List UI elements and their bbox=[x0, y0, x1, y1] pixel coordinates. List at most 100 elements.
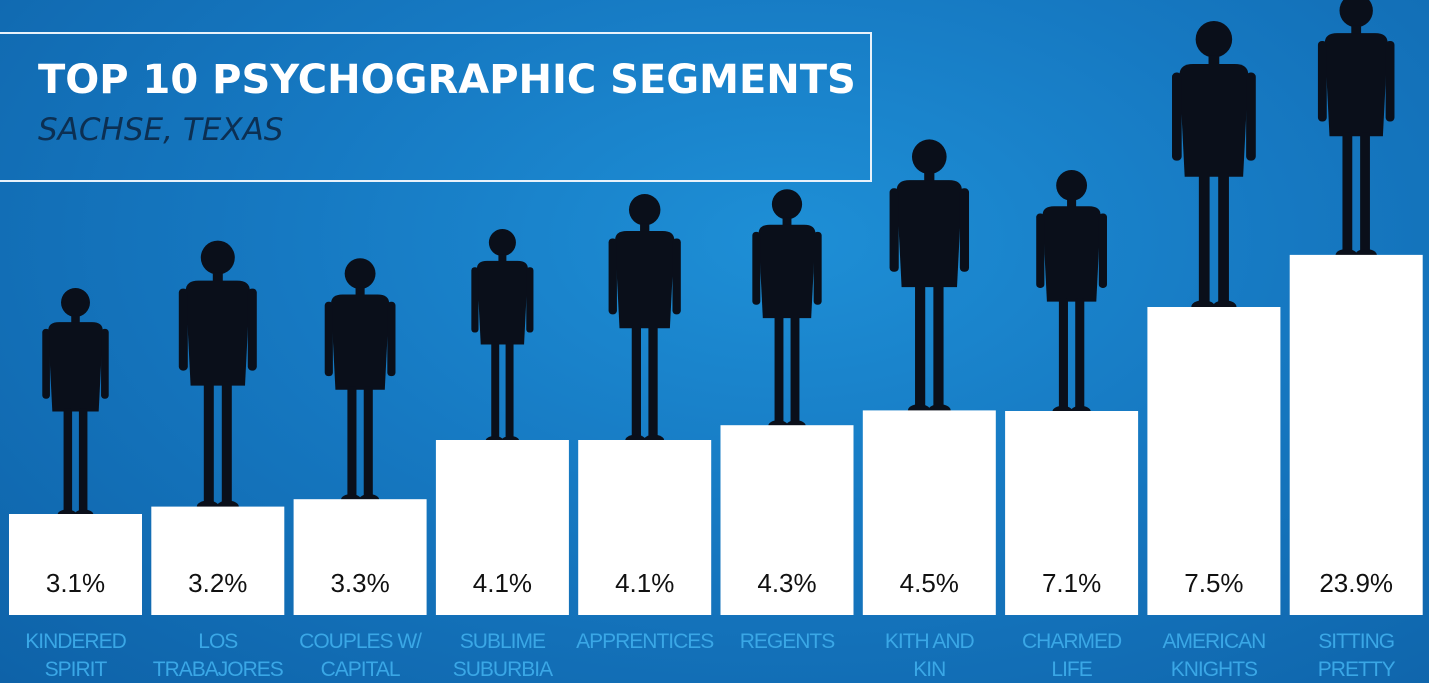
bar bbox=[1147, 307, 1281, 615]
silhouette-leg bbox=[648, 324, 658, 439]
bar bbox=[578, 440, 712, 615]
category-label: APPRENTICES bbox=[576, 630, 714, 653]
person-silhouette-icon bbox=[608, 194, 681, 446]
silhouette-head bbox=[771, 189, 803, 220]
bar bbox=[1005, 411, 1139, 615]
category-label: PRETTY bbox=[1318, 658, 1396, 681]
silhouette-neck bbox=[1351, 25, 1362, 36]
silhouette-arm bbox=[42, 328, 50, 399]
silhouette-leg bbox=[774, 314, 784, 424]
silhouette-torso bbox=[615, 231, 675, 329]
person-silhouette-icon bbox=[178, 240, 257, 513]
bar bbox=[862, 410, 996, 615]
category-label: SUBURBIA bbox=[453, 658, 553, 681]
silhouette-neck bbox=[71, 315, 80, 324]
bar-value-label: 7.5% bbox=[1184, 568, 1243, 598]
silhouette-arm bbox=[1246, 72, 1256, 161]
person-silhouette-icon bbox=[471, 229, 534, 446]
silhouette-head bbox=[911, 139, 947, 175]
bar-value-label: 7.1% bbox=[1042, 568, 1101, 598]
bar bbox=[293, 499, 427, 615]
silhouette-torso bbox=[896, 180, 962, 288]
silhouette-torso bbox=[476, 260, 528, 345]
title-frame bbox=[0, 32, 872, 182]
person-silhouette-icon bbox=[1317, 0, 1395, 261]
bar bbox=[9, 514, 142, 615]
silhouette-leg bbox=[491, 341, 500, 440]
silhouette-arm bbox=[247, 288, 257, 371]
silhouette-neck bbox=[498, 254, 507, 263]
bar bbox=[720, 425, 854, 615]
silhouette-head bbox=[61, 288, 90, 317]
category-label: SITTING bbox=[1318, 630, 1394, 653]
silhouette-arm bbox=[526, 267, 534, 333]
bar-value-label: 3.1% bbox=[46, 568, 105, 598]
bar bbox=[435, 440, 569, 615]
category-label: KITH AND bbox=[885, 630, 975, 653]
silhouette-arm bbox=[324, 301, 333, 377]
person-silhouette-icon bbox=[889, 139, 970, 417]
silhouette-leg bbox=[347, 386, 357, 498]
silhouette-leg bbox=[933, 283, 944, 409]
silhouette-torso bbox=[758, 224, 816, 319]
silhouette-arm bbox=[813, 231, 822, 305]
person-silhouette-icon bbox=[1172, 21, 1256, 314]
silhouette-torso bbox=[48, 322, 103, 412]
silhouette-leg bbox=[1360, 132, 1370, 253]
silhouette-leg bbox=[1342, 132, 1353, 253]
category-label: LOS bbox=[198, 630, 238, 653]
person-silhouette-icon bbox=[324, 258, 396, 506]
silhouette-arm bbox=[752, 231, 761, 305]
silhouette-neck bbox=[924, 171, 935, 183]
bar-value-label: 23.9% bbox=[1319, 568, 1393, 598]
silhouette-leg bbox=[1218, 172, 1229, 305]
silhouette-leg bbox=[790, 314, 800, 424]
silhouette-arm bbox=[889, 188, 899, 272]
silhouette-leg bbox=[1198, 172, 1210, 305]
silhouette-head bbox=[1056, 170, 1088, 201]
person-silhouette-icon bbox=[42, 288, 109, 520]
silhouette-leg bbox=[221, 381, 232, 505]
silhouette-leg bbox=[631, 324, 641, 439]
silhouette-head bbox=[200, 240, 235, 275]
category-label: SUBLIME bbox=[460, 630, 546, 653]
silhouette-neck bbox=[782, 217, 792, 227]
bar-value-label: 4.1% bbox=[473, 568, 532, 598]
silhouette-arm bbox=[608, 238, 617, 315]
silhouette-neck bbox=[640, 223, 650, 233]
bar-value-label: 4.5% bbox=[900, 568, 959, 598]
silhouette-arm bbox=[1317, 40, 1327, 122]
silhouette-leg bbox=[78, 408, 88, 513]
silhouette-torso bbox=[331, 294, 390, 390]
silhouette-torso bbox=[1324, 33, 1388, 137]
silhouette-head bbox=[488, 229, 516, 257]
category-label: SPIRIT bbox=[45, 658, 108, 681]
silhouette-neck bbox=[1208, 55, 1220, 67]
silhouette-leg bbox=[63, 408, 73, 513]
category-label: LIFE bbox=[1051, 658, 1092, 681]
bar bbox=[151, 506, 285, 615]
chart-subtitle: SACHSE, TEXAS bbox=[38, 112, 284, 148]
silhouette-leg bbox=[915, 283, 926, 409]
category-label: REGENTS bbox=[740, 630, 836, 653]
silhouette-arm bbox=[672, 238, 681, 315]
person-silhouette-icon bbox=[1036, 170, 1107, 417]
silhouette-torso bbox=[185, 280, 250, 386]
category-label: KINDERED bbox=[25, 630, 126, 653]
silhouette-neck bbox=[1067, 199, 1077, 209]
category-label: KIN bbox=[913, 658, 945, 681]
category-label: CHARMED bbox=[1022, 630, 1122, 653]
category-label: TRABAJORES bbox=[153, 658, 284, 681]
bar-value-label: 4.1% bbox=[615, 568, 674, 598]
silhouette-leg bbox=[203, 381, 214, 505]
silhouette-neck bbox=[355, 287, 365, 297]
silhouette-leg bbox=[1058, 297, 1068, 410]
person-silhouette-icon bbox=[752, 189, 822, 431]
category-label: AMERICAN bbox=[1162, 630, 1265, 653]
bar-value-label: 3.3% bbox=[330, 568, 389, 598]
chart-title: TOP 10 PSYCHOGRAPHIC SEGMENTS bbox=[38, 57, 856, 103]
silhouette-arm bbox=[1098, 213, 1107, 288]
silhouette-torso bbox=[1179, 63, 1249, 177]
